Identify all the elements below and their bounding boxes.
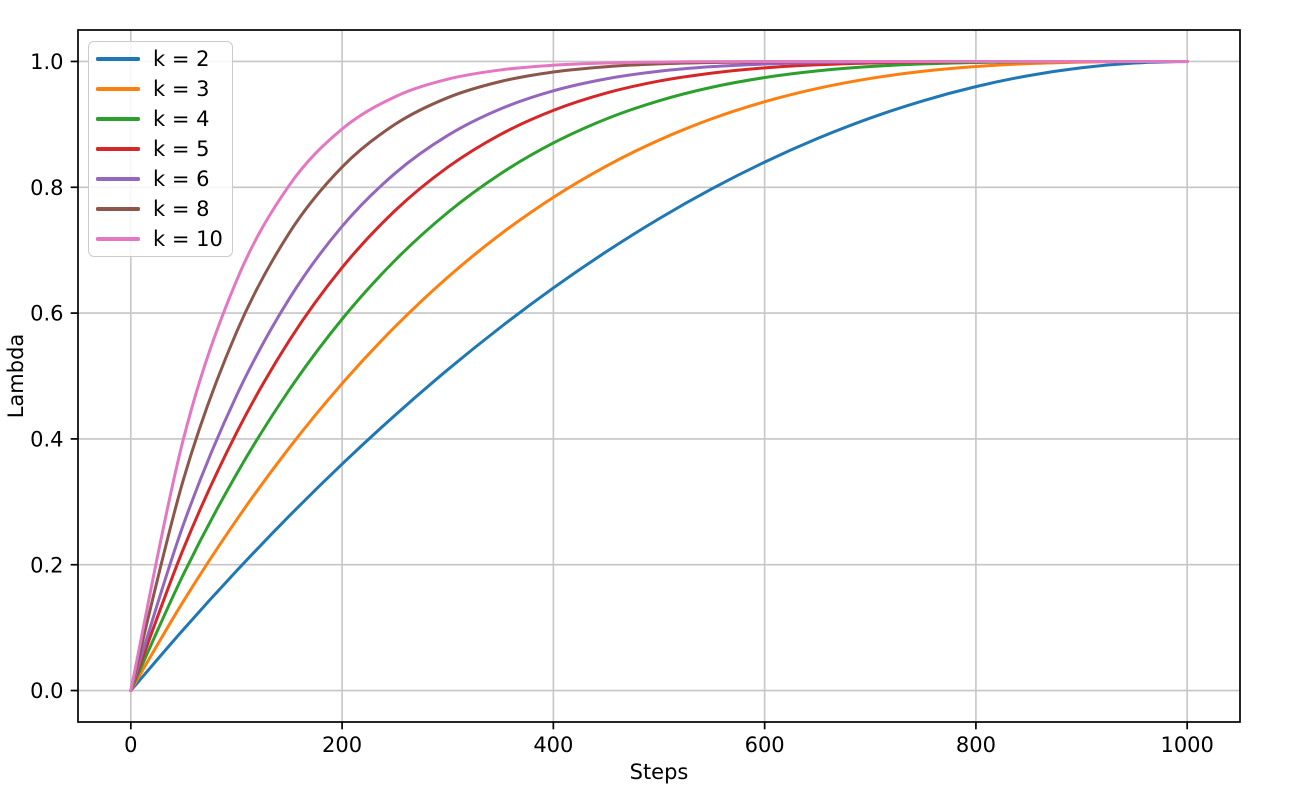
x-tick-label: 400 [533,733,573,757]
legend-item: k = 2 [89,44,232,74]
plot-border [77,29,1241,723]
x-axis-label: Steps [630,760,689,784]
y-tick-label: 0.2 [30,553,63,577]
y-tick-label: 0.4 [30,428,63,452]
legend-line-sample [96,57,140,61]
legend-label: k = 10 [153,226,223,251]
x-tick-label: 800 [956,733,996,757]
legend-line-sample [96,237,140,241]
legend-line-sample [96,87,140,91]
legend-line-sample [96,117,140,121]
legend-line-sample [96,207,140,211]
y-tick-label: 0.6 [30,302,63,326]
axis-ticks [70,60,1189,730]
legend: k = 2 k = 3 k = 4 k = 5 k = 6 k = 8 k = 10 [88,41,233,257]
y-tick-label: 0.8 [30,176,63,200]
curve-k-4 [129,59,1189,693]
legend-line-sample [96,147,140,151]
legend-item: k = 10 [89,224,232,254]
legend-label: k = 3 [153,76,210,101]
x-tick-label: 1000 [1160,733,1213,757]
curve-k-2 [129,59,1189,693]
legend-label: k = 2 [153,46,210,71]
tick-labels: 0 200 400 600 800 1000 0.0 0.2 0.4 0.6 0.8 1.0 [30,50,1214,757]
legend-item: k = 5 [89,134,232,164]
legend-line-sample [96,177,140,181]
y-tick-label: 1.0 [30,50,63,74]
gridlines [78,30,1240,722]
legend-label: k = 6 [153,166,210,191]
x-tick-label: 200 [322,733,362,757]
legend-label: k = 4 [153,106,210,131]
legend-item: k = 3 [89,74,232,104]
legend-label: k = 5 [153,136,210,161]
y-tick-label: 0.0 [30,679,63,703]
curves [129,59,1189,693]
legend-item: k = 8 [89,194,232,224]
y-axis-label: Lambda [4,334,28,419]
curve-k-3 [129,59,1189,693]
x-tick-label: 0 [124,733,137,757]
curve-k-10 [129,59,1189,693]
curve-k-5 [129,59,1189,693]
legend-label: k = 8 [153,196,210,221]
axes-frame [77,29,1241,723]
curve-k-6 [129,59,1189,693]
curve-k-8 [129,59,1189,693]
legend-item: k = 4 [89,104,232,134]
x-tick-label: 600 [745,733,785,757]
legend-item: k = 6 [89,164,232,194]
